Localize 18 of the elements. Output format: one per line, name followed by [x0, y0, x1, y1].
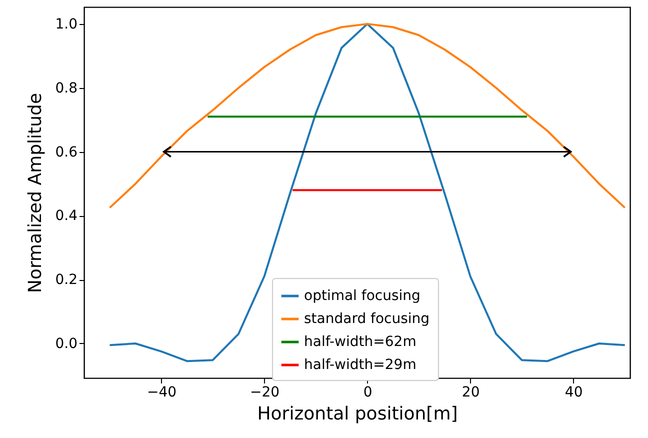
x-tick-label: 0	[363, 384, 372, 400]
y-axis-title: Normalized Amplitude	[25, 92, 46, 294]
y-tick-label: 0.8	[55, 80, 78, 96]
y-tick-label: 0.2	[55, 272, 78, 288]
x-tick-label: 20	[462, 384, 480, 400]
x-tick-label: −40	[146, 384, 177, 400]
legend-label: half-width=62m	[304, 334, 416, 350]
line-series	[108, 22, 626, 209]
y-tick-label: 0.6	[55, 144, 78, 160]
legend-label: optimal focusing	[304, 288, 420, 304]
y-tick-label: 0.4	[55, 208, 78, 224]
legend-label: standard focusing	[304, 311, 430, 327]
legend-label: half-width=29m	[304, 357, 416, 373]
x-tick-label: 40	[564, 384, 583, 400]
y-tick-label: 0.0	[55, 336, 78, 352]
y-tick-label: 1.0	[55, 16, 78, 32]
x-axis-title: Horizontal position[m]	[257, 404, 458, 424]
x-tick-label: −20	[250, 384, 280, 400]
